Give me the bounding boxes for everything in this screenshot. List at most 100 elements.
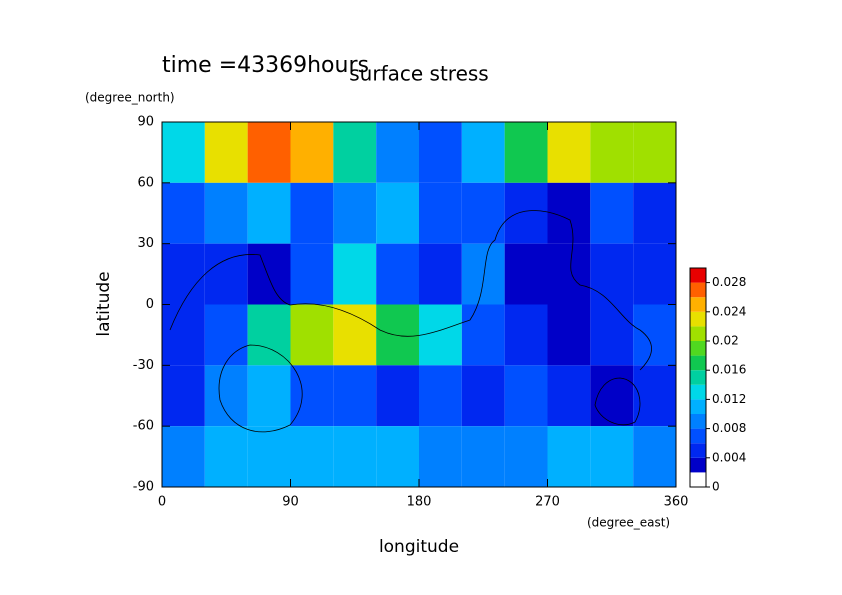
heat-cell [504,304,548,366]
heat-cell [504,243,548,305]
y-tick-label: -60 [133,419,154,434]
heat-cell [247,122,291,183]
colorbar: 0 0.004 0.008 0.012 0.016 0.02 0.024 0.028 [689,267,746,494]
heat-cell [633,304,676,366]
heat-cell [419,365,462,427]
heat-cell [247,365,291,427]
heat-cell [333,122,377,183]
x-unit: (degree_east) [587,516,670,530]
heat-cell [204,365,248,427]
heat-cell [547,122,591,183]
heat-cell [590,243,634,305]
heat-cell [204,243,248,305]
heat-cell [290,365,334,427]
heat-cell [461,365,505,427]
heat-cell [547,243,591,305]
axes: 0 90 180 270 360 90 60 30 0 -30 -60 -90 [133,115,689,510]
y-axis-label: latitude [94,271,114,336]
heat-cell [504,365,548,427]
heat-cell [633,243,676,305]
heat-cell [204,426,248,487]
y-unit: (degree_north) [85,91,175,105]
colorbar-band [690,311,706,327]
heat-cell [590,304,634,366]
y-tick-label: 60 [137,175,154,190]
y-tick-label: 0 [146,297,154,312]
heat-cell [247,304,291,366]
y-tick-label: -30 [133,358,154,373]
heat-cell [204,182,248,244]
heat-cell [547,182,591,244]
coastlines [169,210,652,433]
heat-cell [461,426,505,487]
heat-cell [504,122,548,183]
heat-cell [376,182,419,244]
heat-cell [290,182,334,244]
heat-cell [162,182,205,244]
colorbar-band [690,282,706,298]
colorbar-band [690,472,706,487]
heat-cell [204,122,248,183]
heat-cell [247,426,291,487]
heat-cell [419,426,462,487]
colorbar-tick-label: 0.02 [712,334,739,348]
heat-cell [162,365,205,427]
heat-cell [247,182,291,244]
colorbar-tick-label: 0.008 [712,421,746,435]
colorbar-band [690,443,706,458]
heat-cell [547,365,591,427]
colorbar-tick-label: 0.028 [712,275,746,289]
heat-cell [333,365,377,427]
heatmap-cells [162,122,676,487]
heat-cell [333,182,377,244]
heat-cell [162,426,205,487]
heat-cell [461,122,505,183]
colorbar-band [690,297,706,312]
colorbar-band [690,326,706,341]
heat-cell [504,182,548,244]
heat-cell [162,122,205,183]
colorbar-band [690,268,706,283]
heat-cell [419,243,462,305]
heat-cell [290,122,334,183]
colorbar-band [690,355,706,371]
chart-title: surface stress [349,62,488,86]
heat-cell [290,426,334,487]
heat-cell [590,122,634,183]
heat-cell [333,426,377,487]
x-axis-label: longitude [379,537,459,557]
heat-cell [633,122,676,183]
x-tick-label: 90 [282,495,299,510]
heat-cell [547,426,591,487]
heat-cell [376,243,419,305]
colorbar-tick-label: 0.016 [712,363,746,377]
heat-cell [290,243,334,305]
heat-cell [376,122,419,183]
colorbar-band [690,414,706,429]
colorbar-band [690,384,706,400]
y-tick-label: -90 [133,480,154,495]
heat-cell [333,243,377,305]
heat-cell [547,304,591,366]
subtitle: time =43369hours [162,53,369,78]
heat-cell [633,182,676,244]
x-tick-label: 360 [664,495,689,510]
colorbar-tick-label: 0.004 [712,450,746,464]
colorbar-band [690,457,706,473]
heat-cell [247,243,291,305]
heat-cell [504,426,548,487]
x-tick-label: 0 [158,495,166,510]
heat-cell [590,365,634,427]
heat-cell [376,304,419,366]
y-tick-label: 30 [137,236,154,251]
heat-cell [204,304,248,366]
heat-cell [290,304,334,366]
colorbar-tick-label: 0.024 [712,304,746,318]
heat-cell [590,426,634,487]
x-tick-label: 180 [407,495,432,510]
x-tick-label: 270 [535,495,560,510]
heat-cell [461,304,505,366]
heat-cell [633,365,676,427]
colorbar-band [690,341,706,356]
